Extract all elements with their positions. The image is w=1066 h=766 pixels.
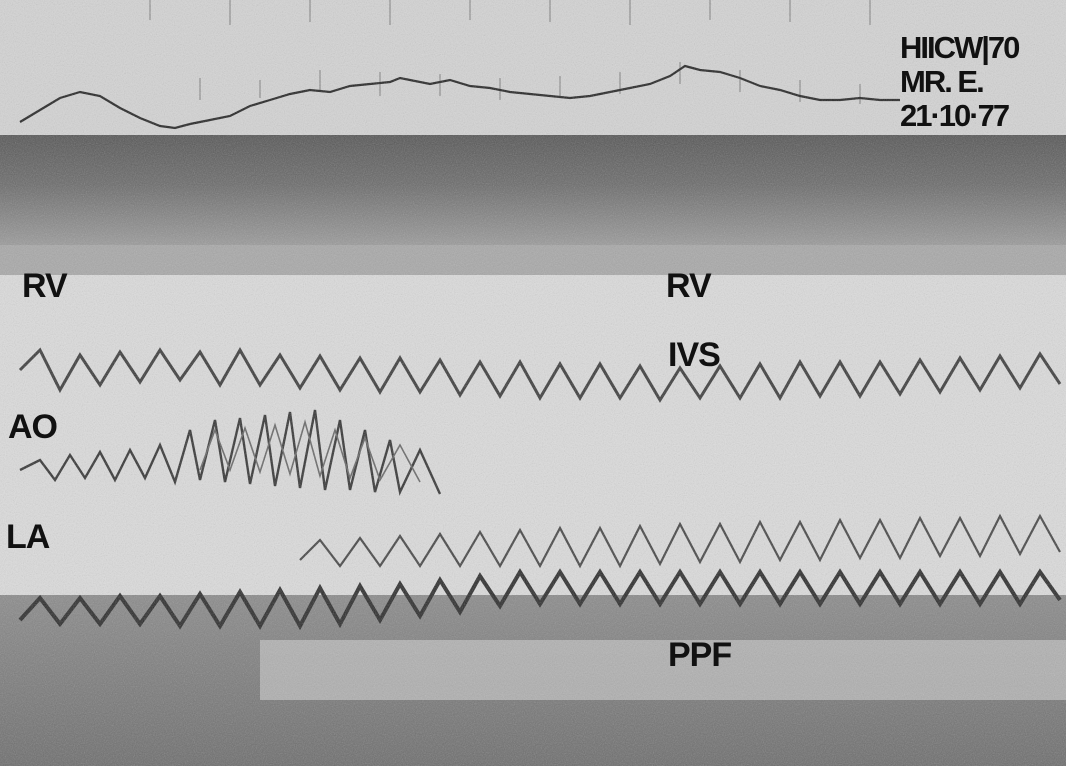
label-rv-left: RV <box>22 267 68 305</box>
label-la: LA <box>6 518 50 556</box>
header-date: 21·10·77 <box>900 98 1010 133</box>
label-ao: AO <box>8 408 58 446</box>
label-rv-right: RV <box>666 267 712 305</box>
header-patient: MR. E. <box>900 64 985 99</box>
label-ivs: IVS <box>668 336 721 374</box>
label-ppf: PPF <box>668 636 732 674</box>
header-study-id: HIICW|70 <box>900 30 1020 65</box>
